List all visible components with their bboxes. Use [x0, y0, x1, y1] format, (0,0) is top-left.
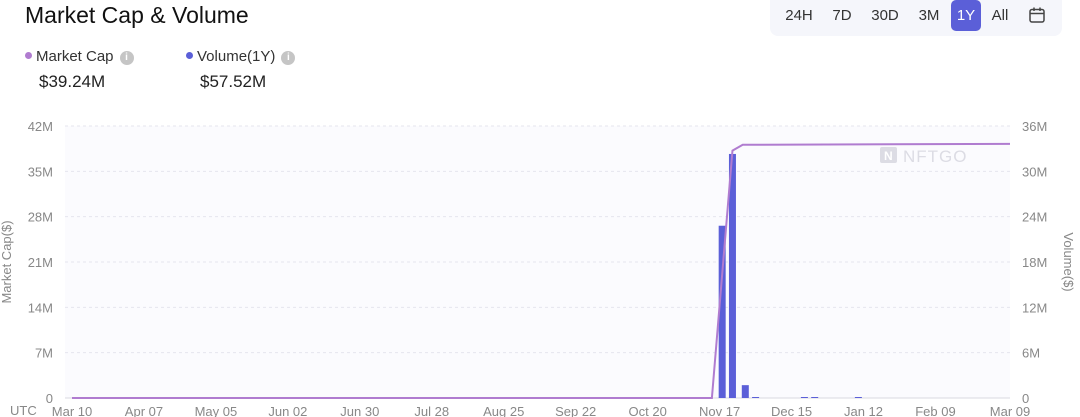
volume-bar[interactable]	[718, 225, 726, 398]
info-icon[interactable]: i	[119, 51, 134, 65]
legend-label: Market Cap	[36, 48, 114, 65]
timezone-label: UTC	[10, 403, 37, 417]
y-left-tick-label: 14M	[28, 300, 53, 315]
volume-dot-icon	[186, 52, 193, 59]
svg-text:N: N	[884, 149, 893, 163]
x-tick-label: Sep 22	[555, 404, 596, 417]
x-tick-label: Aug 25	[483, 404, 524, 417]
x-tick-label: Nov 17	[699, 404, 740, 417]
y-left-axis-label: Market Cap($)	[0, 220, 14, 303]
y-right-axis-label: Volume($)	[1061, 232, 1076, 291]
nftgo-watermark: N NFTGO	[880, 147, 968, 166]
x-tick-label: Oct 20	[629, 404, 667, 417]
y-right-tick-label: 30M	[1022, 164, 1047, 179]
y-left-tick-label: 28M	[28, 210, 53, 225]
y-right-tick-label: 18M	[1022, 255, 1047, 270]
y-right-tick-label: 12M	[1022, 300, 1047, 315]
volume-value: $57.52M	[200, 72, 267, 91]
watermark-text: NFTGO	[903, 147, 968, 166]
volume-bar[interactable]	[811, 397, 819, 398]
range-1y-button[interactable]: 1Y	[951, 0, 981, 31]
volume-bar[interactable]	[728, 153, 736, 398]
y-left-tick-label: 0	[46, 391, 53, 406]
y-right-tick-label: 6M	[1022, 346, 1040, 361]
range-24h-button[interactable]: 24H	[785, 7, 813, 24]
y-right-tick-label: 0	[1022, 391, 1029, 406]
info-icon[interactable]: i	[281, 51, 296, 65]
legend-market-cap: Market Cap i $39.24M	[25, 48, 134, 91]
y-left-tick-label: 21M	[28, 255, 53, 270]
volume-bar[interactable]	[854, 397, 862, 398]
y-left-tick-label: 42M	[28, 119, 53, 134]
y-right-tick-label: 36M	[1022, 119, 1047, 134]
range-3m-button[interactable]: 3M	[918, 7, 940, 24]
calendar-icon[interactable]	[1026, 0, 1048, 31]
x-tick-label: Jul 28	[414, 404, 449, 417]
x-tick-label: Jun 02	[268, 404, 307, 417]
range-7d-button[interactable]: 7D	[832, 7, 852, 24]
x-tick-label: Apr 07	[125, 404, 163, 417]
market-cap-value: $39.24M	[39, 72, 106, 91]
volume-bar[interactable]	[800, 397, 808, 398]
y-left-tick-label: 35M	[28, 164, 53, 179]
x-tick-label: Jan 12	[844, 404, 883, 417]
volume-bar[interactable]	[741, 385, 749, 398]
x-tick-label: May 05	[195, 404, 238, 417]
volume-bar[interactable]	[752, 397, 760, 398]
x-tick-label: Mar 10	[52, 404, 92, 417]
page-title: Market Cap & Volume	[25, 2, 249, 28]
range-all-button[interactable]: All	[991, 7, 1009, 24]
y-left-tick-label: 7M	[35, 346, 53, 361]
legend-volume: Volume(1Y) i $57.52M	[186, 48, 296, 91]
time-range-selector: 24H 7D 30D 3M 1Y All	[770, 0, 1062, 36]
x-tick-label: Feb 09	[915, 404, 955, 417]
plot-area	[65, 126, 1010, 398]
range-30d-button[interactable]: 30D	[871, 7, 899, 24]
x-tick-label: Mar 09	[990, 404, 1030, 417]
x-tick-label: Jun 30	[340, 404, 379, 417]
y-right-tick-label: 24M	[1022, 210, 1047, 225]
market-cap-line[interactable]	[72, 142, 1011, 399]
x-tick-label: Dec 15	[771, 404, 812, 417]
market-cap-dot-icon	[25, 52, 32, 59]
legend-label: Volume(1Y)	[197, 48, 276, 65]
